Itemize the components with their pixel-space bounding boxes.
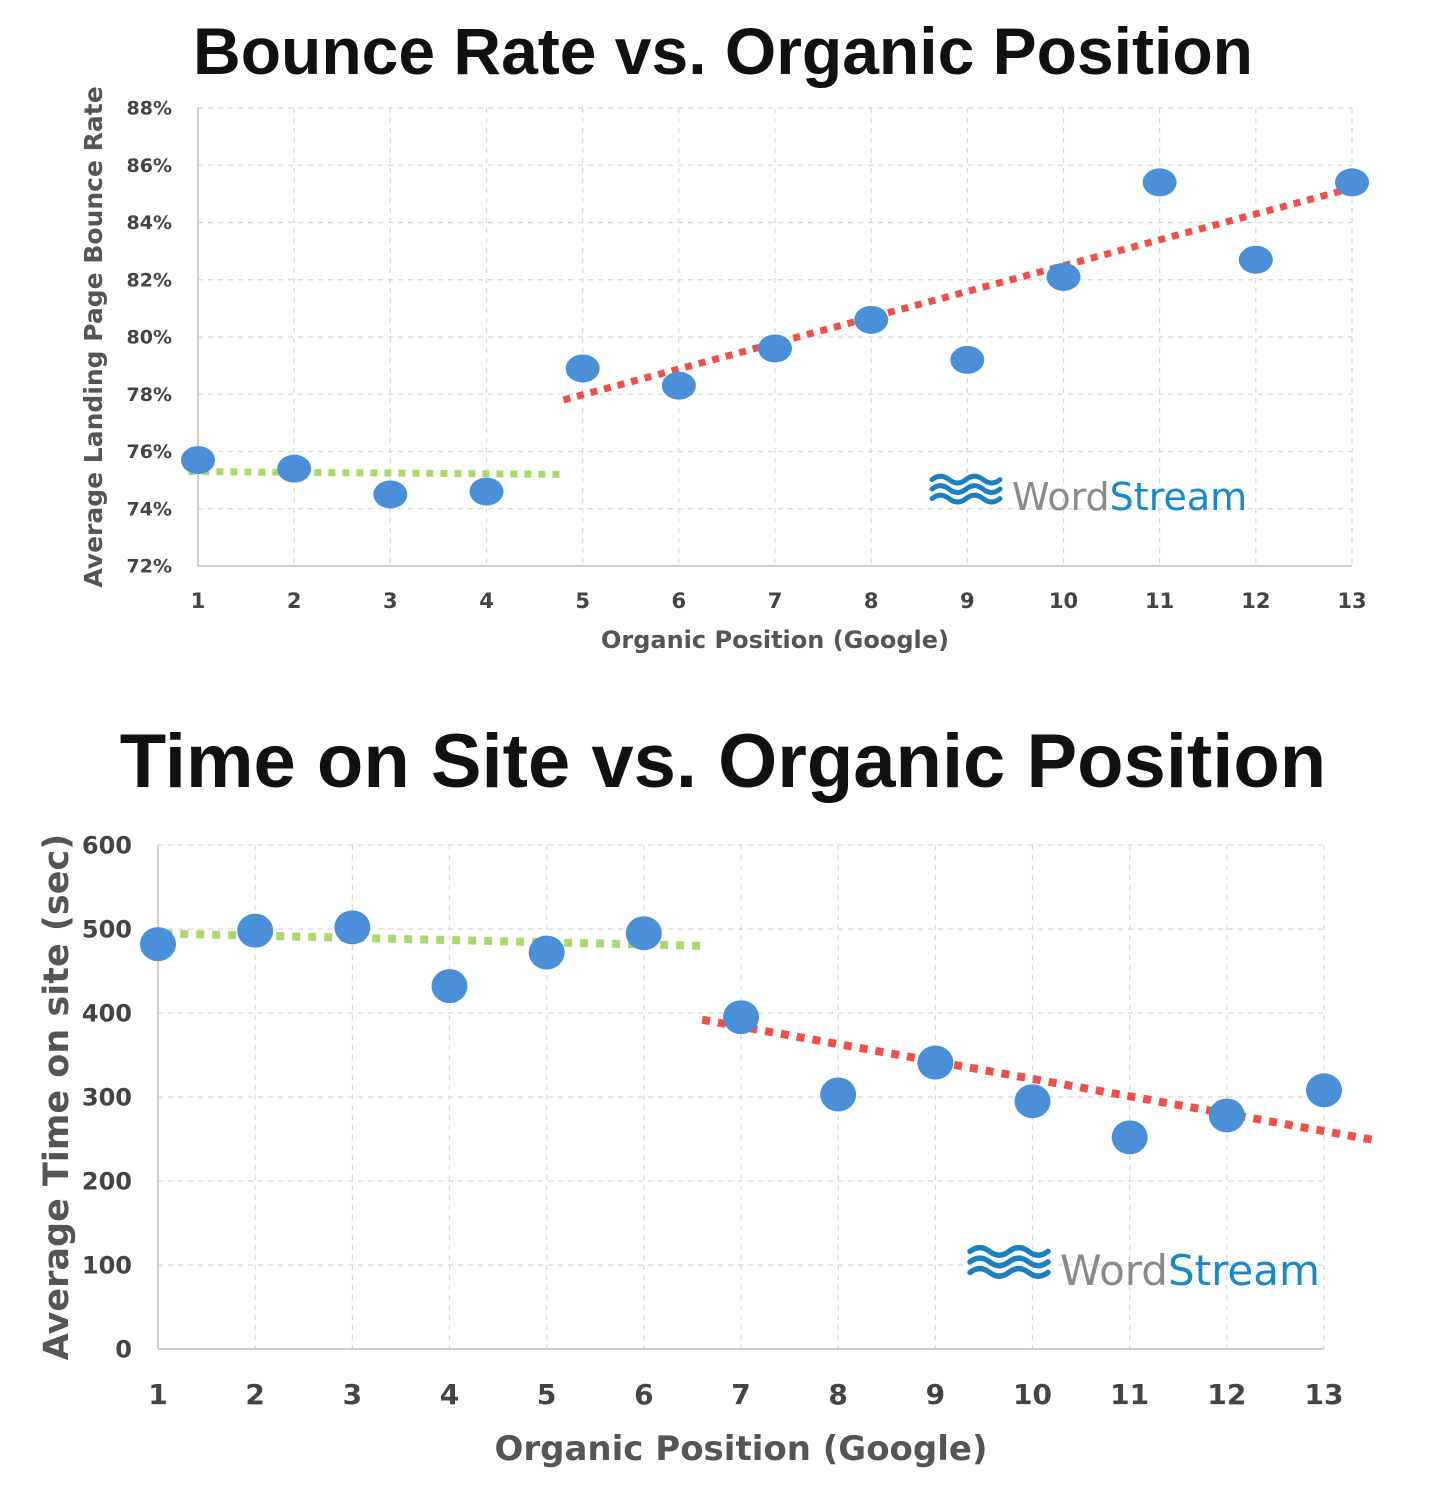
- bounce-data-point: [565, 354, 600, 383]
- bounce-wordstream-logo: WordStream: [929, 473, 1247, 519]
- bounce-data-point: [469, 477, 504, 506]
- time-x-tick-label: 7: [731, 1378, 750, 1411]
- time-y-tick-label: 100: [82, 1251, 132, 1279]
- bounce-x-tick-label: 2: [287, 589, 302, 613]
- bounce-x-tick-label: 10: [1049, 589, 1078, 613]
- svg-text:WordStream: WordStream: [1012, 475, 1247, 519]
- time-data-point: [1306, 1073, 1342, 1108]
- time-y-tick-label: 500: [82, 915, 132, 943]
- logo-text-stream: Stream: [1110, 475, 1248, 519]
- time-x-tick-label: 4: [440, 1378, 459, 1411]
- bounce-y-tick-label: 72%: [127, 556, 172, 578]
- logo-text-word: Word: [1012, 475, 1110, 519]
- bounce-trendline-green: [188, 468, 564, 478]
- time-x-tick-label: 2: [245, 1378, 264, 1411]
- chart-title-time-on-site: Time on Site vs. Organic Position: [119, 719, 1327, 804]
- bounce-x-tick-label: 3: [383, 589, 398, 613]
- bounce-data-point: [1238, 245, 1273, 274]
- time-x-tick-label: 12: [1207, 1378, 1246, 1411]
- time-x-tick-label: 10: [1013, 1378, 1052, 1411]
- bounce-x-tick-label: 4: [479, 589, 494, 613]
- bounce-data-point: [950, 345, 985, 374]
- time-data-point: [334, 910, 371, 945]
- bounce-data-point: [181, 446, 215, 475]
- bounce-y-tick-label: 78%: [127, 384, 172, 406]
- time-data-point: [140, 927, 176, 962]
- time-data-point: [528, 935, 565, 970]
- bounce-x-tick-label: 11: [1145, 589, 1174, 613]
- time-data-point: [1111, 1120, 1148, 1155]
- bounce-x-tick-label: 12: [1241, 589, 1270, 613]
- time-wordstream-logo: WordStream: [967, 1244, 1320, 1295]
- time-x-tick-label: 5: [537, 1378, 556, 1411]
- time-x-tick-label: 6: [634, 1378, 653, 1411]
- wave-icon: [967, 1244, 1051, 1279]
- time-data-point: [820, 1077, 857, 1112]
- time-x-tick-label: 11: [1110, 1378, 1149, 1411]
- time-data-point: [723, 1000, 759, 1035]
- bounce-x-tick-label: 13: [1337, 589, 1366, 613]
- time-x-tick-label: 9: [926, 1378, 945, 1411]
- time-data-point: [431, 969, 468, 1004]
- bounce-y-tick-label: 76%: [127, 441, 172, 463]
- wave-icon: [929, 473, 1003, 505]
- time-x-tick-label: 13: [1305, 1378, 1344, 1411]
- bounce-y-tick-label: 86%: [127, 155, 172, 177]
- time-data-point: [1014, 1084, 1051, 1119]
- time-x-tick-label: 8: [828, 1378, 847, 1411]
- logo-text-word: Word: [1060, 1246, 1168, 1295]
- logo-text-stream: Stream: [1168, 1246, 1320, 1295]
- time-y-tick-label: 0: [115, 1335, 132, 1363]
- time-trendline-green: [148, 929, 703, 950]
- bounce-x-tick-label: 7: [768, 589, 783, 613]
- bounce-y-tick-label: 88%: [127, 98, 172, 120]
- bounce-x-tick-label: 9: [960, 589, 975, 613]
- bounce-data-point: [1335, 168, 1369, 197]
- bounce-y-tick-label: 74%: [127, 498, 172, 520]
- bounce-y-tick-label: 80%: [127, 327, 172, 349]
- time-y-tick-label: 200: [82, 1167, 132, 1195]
- time-data-point: [237, 913, 274, 948]
- bounce-data-point: [277, 454, 312, 483]
- chart-title-bounce-rate: Bounce Rate vs. Organic Position: [193, 14, 1253, 88]
- bounce-x-tick-label: 5: [575, 589, 590, 613]
- bounce-y-tick-label: 82%: [127, 269, 172, 291]
- time-y-axis-label: Average Time on site (sec): [37, 834, 77, 1360]
- time-trendline-red: [701, 1015, 1379, 1145]
- bounce-data-point: [1046, 262, 1081, 291]
- bounce-x-tick-label: 6: [672, 589, 687, 613]
- bounce-x-tick-label: 1: [191, 589, 206, 613]
- time-data-point: [1208, 1098, 1245, 1133]
- time-y-tick-label: 600: [82, 831, 132, 859]
- bounce-data-point: [373, 480, 408, 509]
- time-x-tick-label: 1: [148, 1378, 167, 1411]
- bounce-rate-chart: 72%74%76%78%80%82%84%86%88%1 2 3 4 5 6 7 8 9 10 11…: [79, 86, 1369, 654]
- time-x-axis-label: Organic Position (Google): [494, 1429, 987, 1469]
- time-y-tick-label: 400: [82, 999, 132, 1027]
- bounce-data-point: [1142, 168, 1177, 197]
- time-data-point: [625, 916, 662, 951]
- time-y-tick-label: 300: [82, 1083, 132, 1111]
- time-data-point: [917, 1045, 954, 1080]
- time-x-tick-label: 3: [343, 1378, 362, 1411]
- bounce-data-point: [661, 371, 696, 400]
- bounce-x-tick-label: 8: [864, 589, 879, 613]
- bounce-data-point: [758, 334, 792, 363]
- svg-text:WordStream: WordStream: [1060, 1246, 1320, 1295]
- bounce-trendline-red: [562, 184, 1353, 404]
- bounce-y-tick-label: 84%: [127, 212, 172, 234]
- bounce-x-axis-label: Organic Position (Google): [601, 626, 949, 654]
- bounce-data-point: [854, 305, 889, 334]
- bounce-y-axis-label: Average Landing Page Bounce Rate: [79, 86, 108, 587]
